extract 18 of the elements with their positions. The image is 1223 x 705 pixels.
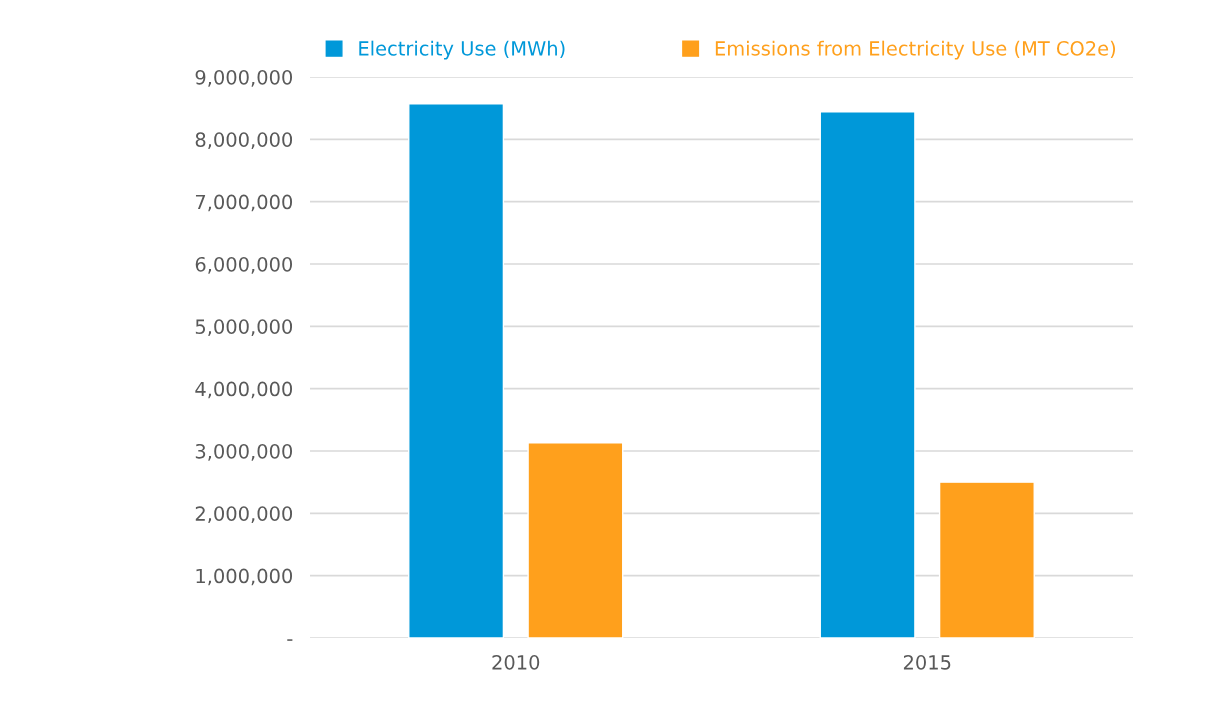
- y-tick-label: 7,000,000: [195, 194, 293, 212]
- y-tick-label: 6,000,000: [195, 256, 293, 274]
- legend-label: Electricity Use (MWh): [359, 40, 565, 60]
- bar: [408, 103, 505, 638]
- y-tick-label: 9,000,000: [195, 69, 293, 87]
- y-tick-label: -: [287, 639, 293, 641]
- y-tick-label: 8,000,000: [195, 132, 293, 149]
- legend-label: Emissions from Electricity Use (MT CO2e): [715, 40, 1116, 60]
- y-tick-label: 2,000,000: [195, 506, 293, 523]
- y-tick-label: 3,000,000: [195, 443, 293, 461]
- bar: [938, 481, 1035, 638]
- y-tick-label: 4,000,000: [195, 381, 293, 399]
- bar: [819, 111, 916, 638]
- bar: [527, 442, 624, 638]
- x-tick-label: 2010: [492, 655, 540, 670]
- y-tick-label: 1,000,000: [196, 568, 293, 586]
- x-tick-label: 2015: [903, 655, 951, 670]
- y-tick-label: 5,000,000: [195, 319, 293, 336]
